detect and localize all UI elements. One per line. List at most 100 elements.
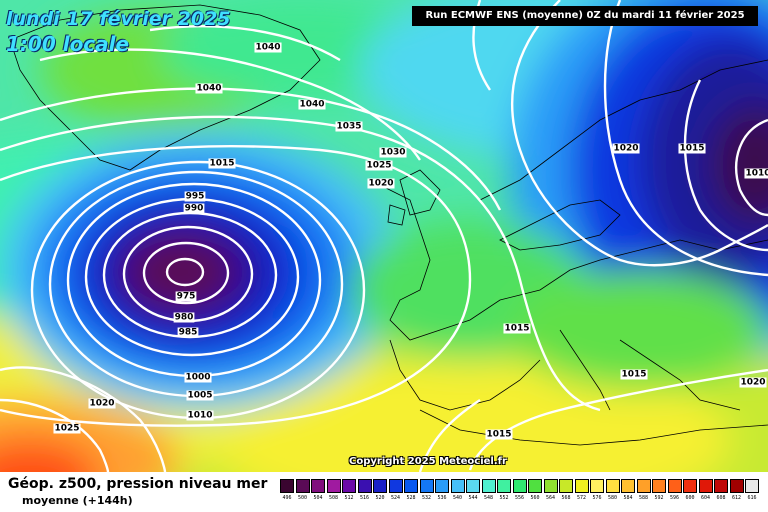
legend-tick-label: 616 [747,495,757,501]
legend-tick-label: 536 [437,495,447,501]
isobar-label: 985 [179,328,198,338]
legend-swatch [357,479,372,493]
legend-swatch [373,479,387,493]
isobar-label-background [365,160,393,171]
isobar-label: 1020 [613,144,638,154]
legend-swatch [311,479,325,493]
legend-tick-label: 532 [421,495,432,501]
isobar-label-background [739,377,767,388]
coastlines [9,4,768,446]
isobar-label-background [298,99,326,110]
legend-swatch [342,479,356,493]
legend-tick-label: 496 [282,495,292,501]
legend-tick-label: 564 [545,495,556,501]
isobar-label-background [175,291,197,302]
legend-swatch [729,479,744,493]
isobar-label: 1025 [366,161,391,171]
legend-tick-label: 604 [700,495,711,501]
legend-tick-label: 576 [592,495,602,501]
isobar-label: 1030 [380,148,405,158]
legend-tick-label: 580 [607,495,618,501]
isobar-label: 1040 [196,84,221,94]
isobar-label-background [177,327,199,338]
legend-tick-label: 572 [576,495,587,501]
isobar-label: 975 [177,292,196,302]
legend-swatch [683,479,697,493]
legend-swatch [419,479,434,493]
legend-swatch [652,479,666,493]
legend-tick-label: 516 [359,495,370,501]
legend-tick-label: 556 [514,495,525,501]
legend-swatch [326,479,341,493]
legend-swatch [528,479,542,493]
legend-swatch [295,479,310,493]
isobar-label-background [183,203,205,214]
isobar-label-background [485,429,513,440]
isobar-label: 1015 [504,324,529,334]
legend-swatch [698,479,713,493]
isobar-label: 1010 [745,169,768,179]
isobar-label-background [254,42,282,53]
isobar-label-background [195,83,223,94]
legend-swatch [667,479,682,493]
legend-tick-label: 548 [483,495,494,501]
legend-swatch [388,479,403,493]
isobar-label: 1040 [299,100,324,110]
legend-swatch [481,479,496,493]
legend-tick-label: 608 [716,495,726,501]
legend-swatch [574,479,589,493]
legend-tick-label: 520 [375,495,385,501]
legend-tick-label: 560 [530,495,540,501]
legend-tick-label: 544 [468,495,478,501]
isobar-label-background [186,410,214,421]
legend-tick-label: 592 [654,495,664,501]
isobar-label-background [186,390,214,401]
legend-swatch [621,479,635,493]
isobar-label: 1005 [187,391,212,401]
legend-tick-label: 552 [499,495,509,501]
isobar-label: 1020 [368,179,393,189]
isobar-label: 1020 [740,378,765,388]
isobar-label: 1015 [679,144,704,154]
isobar-label: 1020 [89,399,114,409]
isobar-label-background [620,369,648,380]
legend-swatch [605,479,620,493]
isobar-label-background [335,121,363,132]
legend-swatch [435,479,449,493]
isobar-label: 1015 [486,430,511,440]
legend-swatch [559,479,573,493]
map-title: Géop. z500, pression niveau mer [8,476,268,492]
isobar-label: 1015 [621,370,646,380]
legend-swatch [280,479,294,493]
isobar-label-background [379,147,407,158]
legend-tick-label: 584 [623,495,633,501]
map-subtitle: moyenne (+144h) [22,494,133,507]
isobar-label: 1035 [336,122,361,132]
isobar-label: 1015 [209,159,234,169]
legend-tick-label: 512 [344,495,354,501]
legend-swatch [466,479,480,493]
isobar-label-background [612,143,640,154]
isobar-label-background [367,178,395,189]
isobar-label: 1000 [185,373,210,383]
map-footer: Géop. z500, pression niveau mer moyenne … [0,472,768,512]
isobar-label-background [173,312,195,323]
copyright-notice: Copyright 2025 Meteociel.fr [349,456,507,467]
isobar-label: 1040 [255,43,280,53]
isobar-label: 995 [186,192,205,202]
isobar-label: 1010 [187,411,212,421]
forecast-date: lundi 17 février 2025 [6,8,231,30]
legend-swatch [590,479,604,493]
legend-swatch [745,479,759,493]
legend-tick-label: 568 [561,495,571,501]
legend-tick-label: 612 [731,495,742,501]
isobar-label: 1025 [54,424,79,434]
forecast-time: 1:00 locale [6,32,130,56]
legend-tick-label: 596 [669,495,680,501]
legend-tick-label: 540 [452,495,463,501]
isobar-lines [0,0,768,472]
isobar-label-background [184,372,212,383]
legend-tick-label: 600 [685,495,695,501]
isobar-label-background [88,398,116,409]
